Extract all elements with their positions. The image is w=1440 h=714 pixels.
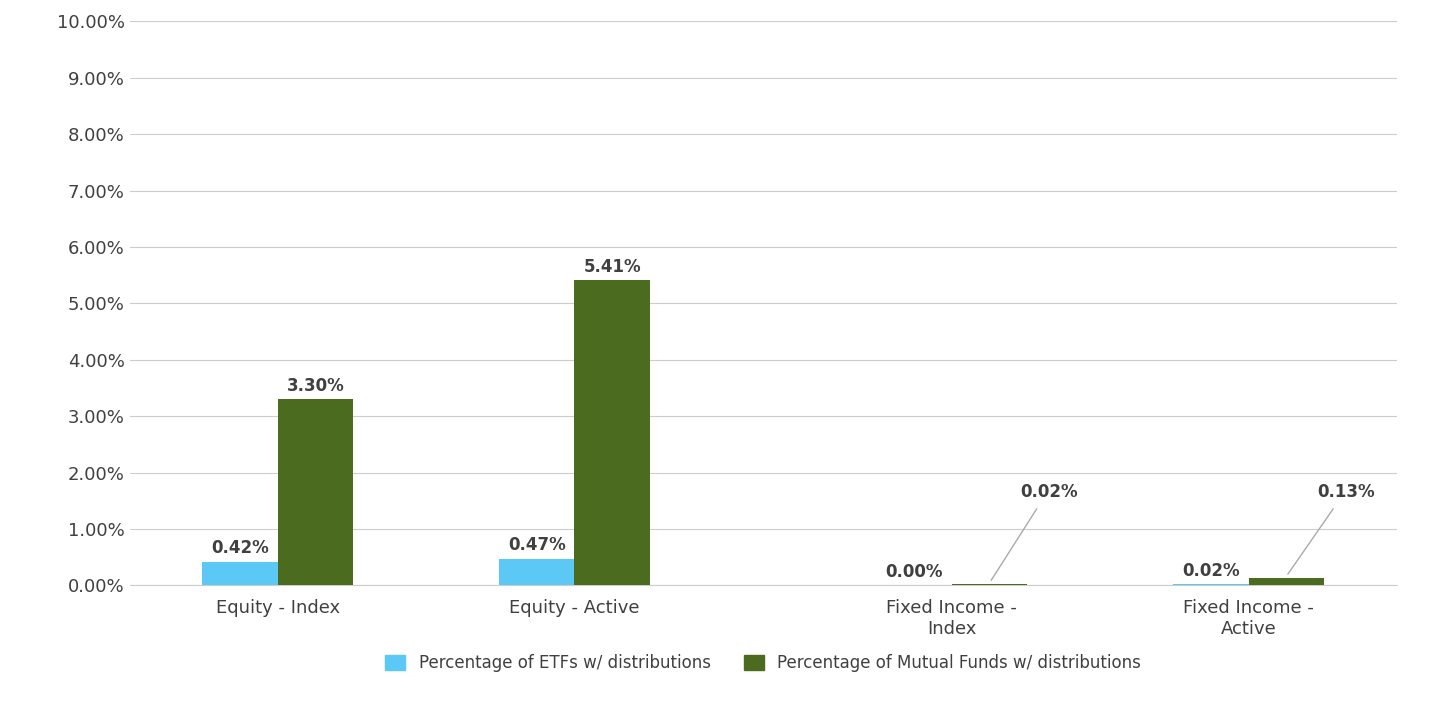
Bar (1174, 584, 1248, 585)
Text: 0.00%: 0.00% (886, 563, 943, 581)
Bar (500, 559, 575, 585)
Legend: Percentage of ETFs w/ distributions, Percentage of Mutual Funds w/ distributions: Percentage of ETFs w/ distributions, Per… (379, 648, 1148, 679)
Text: 0.02%: 0.02% (1020, 483, 1077, 501)
Text: 5.41%: 5.41% (583, 258, 641, 276)
Text: 0.47%: 0.47% (508, 536, 566, 555)
Bar (952, 584, 1027, 585)
Bar (278, 399, 353, 585)
Text: 0.13%: 0.13% (1316, 483, 1374, 501)
Text: 0.02%: 0.02% (1182, 562, 1240, 580)
Bar (575, 281, 649, 585)
Bar (203, 562, 278, 585)
Text: 0.42%: 0.42% (212, 539, 269, 558)
Bar (1248, 578, 1323, 585)
Text: 3.30%: 3.30% (287, 377, 344, 395)
